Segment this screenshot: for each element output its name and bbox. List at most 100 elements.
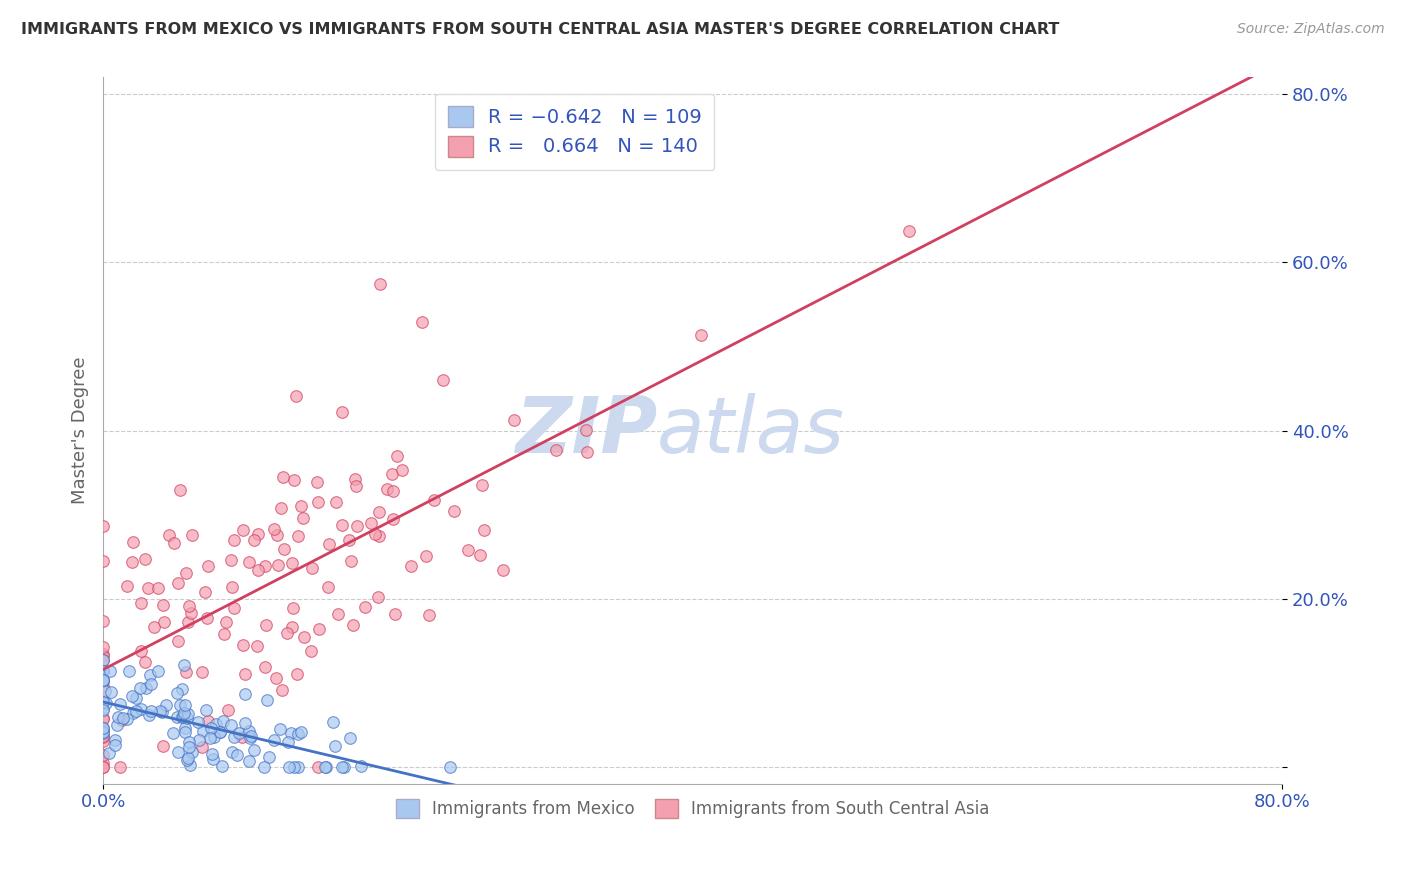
Point	[212, 714, 235, 728]
Point	[177, 751, 200, 765]
Point	[391, 463, 413, 477]
Point	[167, 634, 190, 648]
Point	[91, 711, 114, 725]
Point	[191, 723, 214, 738]
Point	[253, 559, 276, 574]
Point	[202, 730, 225, 744]
Point	[243, 533, 266, 547]
Point	[281, 556, 304, 570]
Point	[91, 673, 114, 688]
Point	[134, 551, 156, 566]
Text: Source: ZipAtlas.com: Source: ZipAtlas.com	[1237, 22, 1385, 37]
Point	[221, 746, 243, 760]
Point	[243, 743, 266, 757]
Point	[139, 676, 162, 690]
Point	[253, 760, 276, 774]
Point	[283, 473, 305, 487]
Point	[173, 658, 195, 673]
Point	[121, 555, 143, 569]
Point	[368, 505, 391, 519]
Point	[125, 704, 148, 718]
Point	[197, 558, 219, 573]
Point	[503, 413, 526, 427]
Point	[209, 724, 232, 739]
Point	[231, 730, 253, 744]
Point	[354, 600, 377, 615]
Point	[314, 760, 336, 774]
Point	[384, 607, 406, 621]
Y-axis label: Master's Degree: Master's Degree	[72, 357, 89, 504]
Point	[368, 277, 391, 291]
Point	[105, 717, 128, 731]
Point	[194, 584, 217, 599]
Point	[382, 512, 405, 526]
Point	[219, 718, 242, 732]
Point	[380, 467, 402, 482]
Point	[91, 725, 114, 739]
Point	[91, 693, 114, 707]
Point	[115, 579, 138, 593]
Point	[269, 722, 291, 736]
Point	[162, 726, 184, 740]
Point	[238, 754, 260, 768]
Point	[305, 475, 328, 490]
Point	[111, 713, 134, 727]
Point	[177, 735, 200, 749]
Point	[173, 725, 195, 739]
Point	[142, 620, 165, 634]
Point	[180, 528, 202, 542]
Point	[344, 479, 367, 493]
Point	[339, 731, 361, 745]
Point	[263, 733, 285, 747]
Point	[153, 615, 176, 629]
Point	[135, 681, 157, 695]
Point	[285, 388, 308, 402]
Point	[222, 730, 245, 744]
Point	[115, 712, 138, 726]
Point	[187, 714, 209, 729]
Point	[131, 643, 153, 657]
Point	[273, 541, 295, 556]
Point	[238, 555, 260, 569]
Point	[174, 722, 197, 736]
Point	[122, 706, 145, 721]
Point	[471, 477, 494, 491]
Point	[330, 517, 353, 532]
Point	[169, 698, 191, 712]
Point	[190, 740, 212, 755]
Point	[221, 580, 243, 594]
Point	[149, 704, 172, 718]
Point	[91, 695, 114, 709]
Point	[307, 495, 329, 509]
Point	[200, 721, 222, 735]
Point	[287, 760, 309, 774]
Point	[201, 747, 224, 762]
Point	[104, 738, 127, 752]
Point	[254, 617, 277, 632]
Point	[107, 710, 129, 724]
Point	[266, 528, 288, 542]
Point	[307, 760, 329, 774]
Point	[167, 745, 190, 759]
Point	[491, 563, 513, 577]
Point	[364, 527, 387, 541]
Point	[91, 712, 114, 726]
Point	[91, 664, 114, 678]
Point	[94, 684, 117, 698]
Point	[148, 665, 170, 679]
Point	[91, 760, 114, 774]
Point	[287, 727, 309, 741]
Point	[337, 533, 360, 548]
Point	[270, 501, 292, 516]
Point	[308, 623, 330, 637]
Point	[179, 599, 201, 614]
Point	[367, 590, 389, 604]
Point	[179, 739, 201, 754]
Point	[326, 607, 349, 621]
Text: atlas: atlas	[657, 392, 845, 468]
Point	[195, 611, 218, 625]
Point	[276, 626, 298, 640]
Point	[267, 558, 290, 572]
Point	[121, 689, 143, 703]
Point	[129, 681, 152, 695]
